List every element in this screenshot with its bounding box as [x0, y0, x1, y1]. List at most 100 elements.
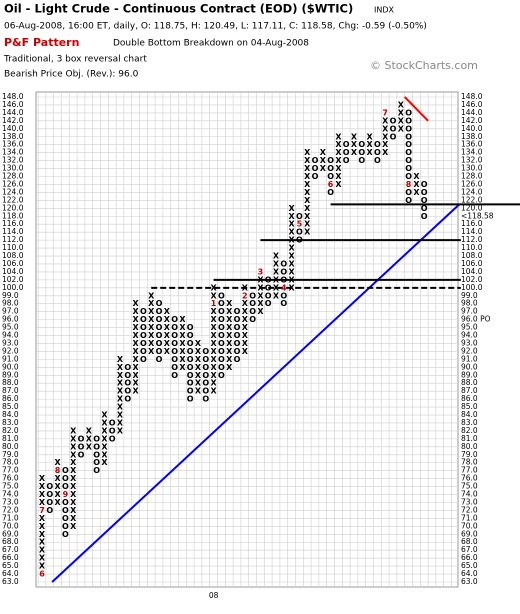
pnf-box: X — [242, 315, 249, 324]
pnf-box: X — [117, 371, 124, 380]
pnf-box: O — [156, 331, 163, 340]
pnf-box: X — [382, 148, 389, 157]
y-tick-label: 88.0 — [2, 378, 19, 387]
y-tick-label-right: 124.0 — [461, 187, 483, 196]
pnf-box: X — [195, 371, 202, 380]
pnf-column: XXX — [351, 132, 358, 157]
y-tick-label-right: 79.0 — [461, 450, 478, 459]
pnf-box: O — [171, 347, 178, 356]
y-tick-label-right: 112.0 — [461, 235, 483, 244]
pnf-box: X — [101, 458, 108, 467]
pnf-box: X — [70, 498, 77, 507]
pnf-box: X — [257, 291, 264, 300]
pnf-box: O — [202, 347, 209, 356]
pnf-box: X — [211, 339, 218, 348]
pnf-box: O — [405, 140, 412, 149]
column-grid — [37, 92, 452, 587]
pnf-box: O — [249, 291, 256, 300]
month-mark: 3 — [258, 267, 264, 276]
price-annotation: <118.58 — [461, 211, 494, 220]
pnf-column: OOO — [343, 140, 350, 165]
pnf-box: X — [86, 442, 93, 451]
pnf-box: X — [101, 411, 108, 420]
pnf-box: X — [133, 387, 140, 396]
y-tick-label: 128.0 — [2, 172, 24, 181]
pnf-box: O — [218, 355, 225, 364]
pnf-box: X — [133, 331, 140, 340]
y-tick-label: 87.0 — [2, 386, 19, 395]
pnf-box: O — [421, 212, 428, 221]
pnf-box: X — [257, 275, 264, 284]
pnf-box: X — [39, 546, 46, 555]
pnf-box: O — [187, 347, 194, 356]
y-tick-label: 78.0 — [2, 458, 19, 467]
chart-title: Oil - Light Crude - Continuous Contract … — [4, 2, 353, 16]
pnf-box: O — [358, 140, 365, 149]
month-mark: 2 — [242, 291, 248, 300]
pnf-box: O — [171, 371, 178, 380]
pnf-box: X — [39, 474, 46, 483]
pnf-box: X — [382, 140, 389, 149]
pnf-box: X — [289, 275, 296, 284]
pnf-box: X — [39, 554, 46, 563]
pnf-column: OOO — [358, 140, 365, 165]
pnf-box: X — [211, 307, 218, 316]
y-tick-label-right: 64.0 — [461, 569, 478, 578]
pnf-box: X — [211, 331, 218, 340]
y-tick-label-right: 70.0 — [461, 521, 478, 530]
pnf-box: X — [304, 180, 311, 189]
y-tick-label-right: 78.0 — [461, 458, 478, 467]
pnf-box: O — [124, 371, 131, 380]
y-tick-label-right: 91.0 — [461, 354, 478, 363]
y-tick-label-right: 102.0 — [461, 275, 483, 284]
pnf-box: O — [93, 466, 100, 475]
pnf-box: X — [39, 538, 46, 547]
y-tick-label-right: 130.0 — [461, 164, 483, 173]
pnf-box: X — [211, 315, 218, 324]
pnf-box: O — [140, 355, 147, 364]
pnf-box: X — [335, 156, 342, 165]
pnf-box: O — [140, 339, 147, 348]
pnf-box: X — [70, 514, 77, 523]
pnf-box: X — [382, 132, 389, 141]
y-tick-label-right: 108.0 — [461, 251, 483, 260]
pnf-box: X — [211, 283, 218, 292]
y-tick-label: 96.0 — [2, 315, 19, 324]
pnf-box: X — [179, 331, 186, 340]
pnf-box: O — [265, 283, 272, 292]
pnf-box: O — [202, 355, 209, 364]
pnf-box: O — [218, 315, 225, 324]
pnf-box: X — [55, 458, 62, 467]
pnf-box: O — [234, 347, 241, 356]
pnf-box: X — [398, 116, 405, 125]
pnf-box: X — [133, 323, 140, 332]
pnf-box: O — [374, 156, 381, 165]
pnf-box: O — [234, 339, 241, 348]
pnf-box: O — [124, 395, 131, 404]
y-tick-label: 102.0 — [2, 275, 24, 284]
pnf-box: O — [374, 148, 381, 157]
y-tick-label-right: 99.0 — [461, 291, 478, 300]
pnf-box: O — [343, 156, 350, 165]
pnf-box: X — [289, 220, 296, 229]
pnf-box: X — [304, 164, 311, 173]
pnf-box: O — [202, 395, 209, 404]
pnf-box: O — [46, 490, 53, 499]
y-tick-label-right: 87.0 — [461, 386, 478, 395]
pnf-box: X — [195, 387, 202, 396]
y-tick-label-right: 84.0 — [461, 410, 478, 419]
y-tick-label: 142.0 — [2, 116, 24, 125]
y-tick-label-right: 122.0 — [461, 195, 483, 204]
pnf-box: X — [226, 347, 233, 356]
pnf-box: X — [148, 323, 155, 332]
pnf-box: X — [367, 148, 374, 157]
pnf-box: X — [195, 347, 202, 356]
pnf-box: X — [39, 562, 46, 571]
pnf-box: O — [343, 148, 350, 157]
